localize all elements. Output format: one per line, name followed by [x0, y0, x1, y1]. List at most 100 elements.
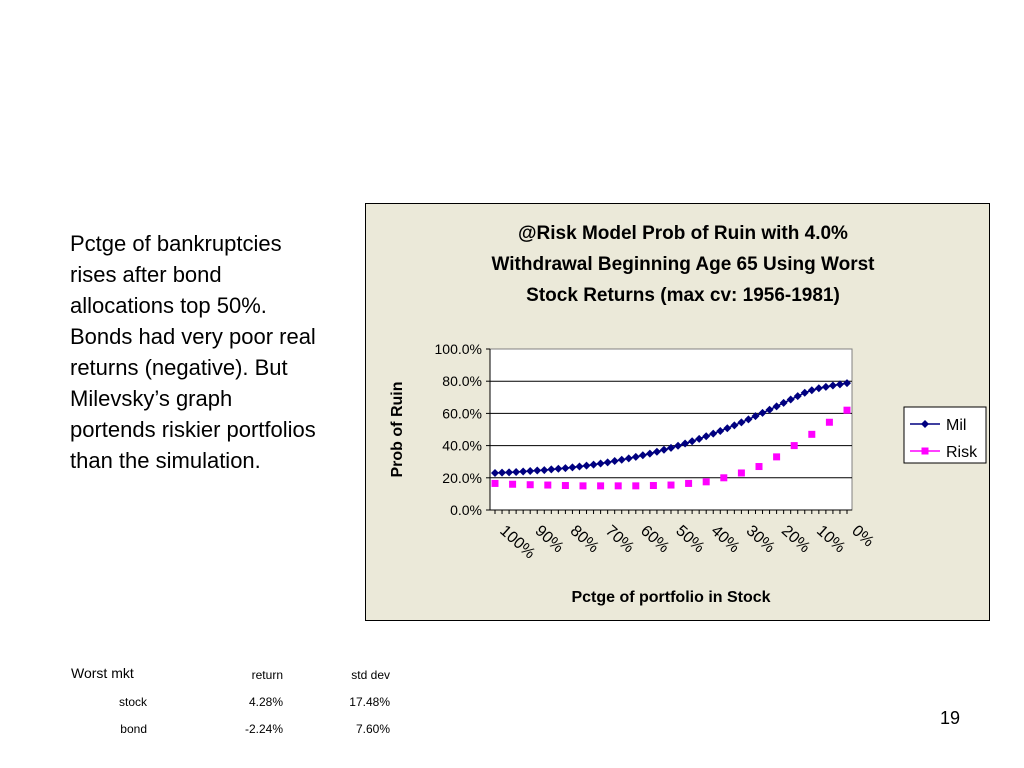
stats-header-stddev: std dev [351, 668, 390, 682]
data-point-risk [544, 481, 552, 489]
data-point-mil [688, 437, 697, 446]
data-point-mil [667, 443, 675, 452]
data-point-mil [603, 458, 612, 467]
data-point-mil [744, 415, 753, 424]
x-tick-label: 30% [743, 522, 778, 556]
data-point-mil [835, 380, 844, 389]
data-point-risk [685, 479, 693, 487]
y-tick-label: 80.0% [442, 373, 482, 389]
data-point-mil [498, 468, 507, 477]
stats-title: Worst mkt [71, 665, 134, 681]
stats-row-return: -2.24% [244, 722, 283, 736]
page-number: 19 [940, 708, 961, 728]
stats-row-stddev: 7.60% [355, 722, 390, 736]
data-point-mil [547, 465, 556, 474]
data-point-mil [526, 467, 535, 476]
data-point-risk [614, 482, 622, 490]
data-point-risk [773, 453, 781, 461]
data-point-mil [765, 405, 774, 414]
data-point-mil [821, 382, 830, 391]
data-point-mil [737, 418, 746, 427]
data-point-risk [843, 406, 851, 414]
data-point-mil [751, 412, 760, 421]
data-point-mil [561, 464, 570, 473]
x-tick-label: 40% [708, 522, 743, 556]
data-point-mil [814, 384, 823, 393]
data-point-mil [807, 386, 816, 395]
data-point-risk [790, 442, 798, 450]
data-point-risk [491, 479, 499, 487]
y-tick-label: 60.0% [442, 405, 482, 421]
x-tick-label: 20% [778, 522, 813, 556]
data-point-mil [659, 445, 668, 454]
data-point-risk [649, 482, 657, 490]
data-point-risk [825, 418, 833, 426]
data-point-mil [702, 432, 711, 441]
x-tick-label: 100% [496, 522, 538, 562]
data-point-mil [624, 454, 633, 463]
data-point-risk [561, 482, 569, 490]
data-point-mil [709, 429, 718, 438]
chart: @Risk Model Prob of Ruin with 4.0% Withdr… [389, 223, 987, 606]
data-point-risk [808, 430, 816, 438]
data-point-mil [800, 388, 809, 397]
y-tick-label: 0.0% [450, 502, 482, 518]
data-point-mil [674, 441, 683, 450]
x-tick-label: 70% [602, 522, 637, 556]
x-tick-label: 80% [567, 522, 602, 556]
stats-row-label: stock [118, 695, 147, 709]
data-point-mil [505, 468, 514, 477]
stats-row-stddev: 17.48% [349, 695, 390, 709]
data-point-risk [667, 481, 675, 489]
description-text: Pctge of bankruptcies rises after bond a… [70, 231, 316, 473]
data-point-mil [645, 449, 654, 458]
data-point-mil [772, 402, 781, 411]
data-point-mil [589, 460, 598, 469]
chart-title: @Risk Model Prob of Ruin with 4.0% [518, 223, 848, 244]
data-point-mil [828, 381, 837, 390]
data-point-risk [597, 482, 605, 490]
legend-label: Risk [946, 444, 978, 461]
data-point-mil [533, 466, 542, 475]
data-point-mil [582, 461, 591, 470]
data-point-mil [631, 452, 640, 461]
data-point-mil [681, 439, 690, 448]
data-point-mil [758, 408, 767, 417]
chart-title: Withdrawal Beginning Age 65 Using Worst [491, 254, 875, 275]
x-tick-label: 50% [672, 522, 707, 556]
stats-row-label: bond [120, 722, 147, 736]
data-point-mil [786, 395, 795, 404]
data-point-mil [695, 434, 704, 443]
y-axis-label: Prob of Ruin [389, 382, 406, 478]
data-point-mil [575, 462, 584, 471]
data-point-mil [519, 467, 528, 476]
data-point-risk [755, 463, 763, 471]
data-point-mil [596, 459, 605, 468]
data-point-mil [512, 468, 521, 477]
data-point-mil [779, 398, 788, 407]
y-tick-label: 40.0% [442, 438, 482, 454]
data-point-risk [526, 481, 534, 489]
data-point-mil [617, 455, 626, 464]
data-point-mil [793, 392, 802, 401]
data-point-mil [723, 424, 732, 433]
legend [903, 406, 987, 464]
stats-header-return: return [251, 668, 283, 682]
data-point-mil [568, 463, 577, 472]
y-tick-label: 100.0% [435, 341, 482, 357]
x-tick-label: 10% [813, 522, 848, 556]
x-tick-label: 60% [637, 522, 672, 556]
data-point-risk [579, 482, 587, 490]
stats-row-return: 4.28% [248, 695, 283, 709]
data-point-mil [638, 451, 647, 460]
legend-label: Mil [946, 417, 966, 434]
data-point-risk [632, 482, 640, 490]
data-point-mil [491, 468, 499, 477]
x-tick-label: 0% [848, 522, 877, 550]
data-point-mil [716, 426, 725, 435]
data-point-mil [652, 447, 661, 456]
data-point-risk [720, 474, 728, 482]
chart-container: @Risk Model Prob of Ruin with 4.0% Withdr… [365, 203, 990, 621]
y-tick-label: 20.0% [442, 470, 482, 486]
data-point-mil [554, 464, 563, 473]
